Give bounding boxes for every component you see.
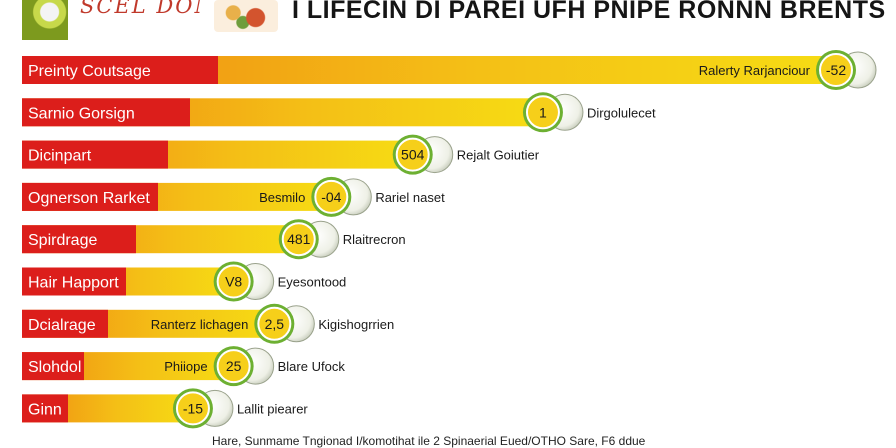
bar-label-box	[22, 225, 136, 254]
bars-layer: Preinty Coutsage Ralerty Rarjanciour -52 Sa…	[22, 50, 877, 429]
bar-label-box	[22, 182, 158, 211]
right-label: Rejalt Goiutier	[457, 148, 540, 163]
marker-circle	[281, 222, 316, 257]
value-label: -15	[183, 400, 203, 416]
bar-row: Dcialrage Ranterz lichagen 2,5 Kigishogrrie…	[22, 303, 394, 344]
bar-row: Spirdrage 481 Rlaitrecron	[22, 219, 406, 260]
right-label: Rariel naset	[375, 190, 445, 205]
marker-circle	[314, 179, 349, 214]
bar-row: Ginn -15 Lallit piearer	[22, 388, 308, 429]
category-label: Ognerson Rarket	[28, 190, 150, 207]
bar-row: Preinty Coutsage Ralerty Rarjanciour -52	[22, 50, 877, 90]
bar-row: Ognerson Rarket Besmilo -04 Rariel naset	[22, 176, 445, 217]
marker-circle	[395, 137, 430, 172]
right-label: Eyesontood	[278, 275, 347, 290]
bar-label-box	[22, 267, 126, 296]
category-label: Preinty Coutsage	[28, 63, 151, 80]
bar-label-box	[22, 98, 190, 127]
category-label: Dcialrage	[28, 317, 96, 334]
header-image-left	[22, 0, 68, 40]
marker-circle	[819, 53, 853, 87]
footnote: Hare, Sunmame Tngionad I/komotihat ile 2…	[212, 434, 646, 448]
marker-circle	[257, 306, 292, 341]
bar-label-box	[22, 56, 218, 84]
value-label: -52	[826, 62, 846, 78]
right-label: Kigishogrrien	[318, 317, 394, 332]
bar-row: Dicinpart 504 Rejalt Goiutier	[22, 134, 540, 175]
right-label: Dirgolulecet	[587, 105, 656, 120]
marker-circle	[175, 391, 210, 426]
right-label: Lallit piearer	[237, 401, 308, 416]
value-label: 25	[226, 358, 242, 374]
inner-label: Ranterz lichagen	[151, 317, 249, 332]
category-label: Slohdol	[28, 359, 81, 376]
value-label: 504	[401, 147, 425, 163]
chart-header: SCEL DOM I LIFECIN DI PAREI UFH PNIPE RO…	[0, 0, 896, 42]
bar-label-box	[22, 140, 168, 169]
bar-label-box	[22, 394, 68, 423]
category-label: Ginn	[28, 401, 62, 418]
value-label: -04	[321, 189, 341, 205]
inner-label: Besmilo	[259, 190, 305, 205]
category-label: Dicinpart	[28, 148, 92, 165]
marker-circle	[525, 95, 560, 130]
value-label: 481	[287, 231, 311, 247]
value-label: 2,5	[265, 316, 285, 332]
inner-label: Phiiope	[164, 359, 207, 374]
category-label: Spirdrage	[28, 232, 97, 249]
right-label: Rlaitrecron	[343, 232, 406, 247]
bar-label-box	[22, 352, 84, 381]
chart-title: I LIFECIN DI PAREI UFH PNIPE RONNN BRENT…	[292, 0, 886, 24]
value-label: 1	[539, 104, 547, 120]
marker-circle	[216, 349, 251, 384]
category-label: Sarnio Gorsign	[28, 105, 135, 122]
brand-script-text: SCEL DOM	[80, 0, 200, 18]
bar-row: Sarnio Gorsign 1 Dirgolulecet	[22, 92, 656, 133]
header-image-right	[214, 0, 278, 32]
marker-circle	[216, 264, 251, 299]
bar-label-box	[22, 309, 108, 338]
bar-row: Hair Happort V8 Eyesontood	[22, 261, 347, 302]
bar-chart: Preinty Coutsage Ralerty Rarjanciour -52 Sa…	[22, 50, 877, 429]
category-label: Hair Happort	[28, 275, 119, 292]
bar-row: Slohdol Phiiope 25 Blare Ufock	[22, 346, 346, 387]
inner-label: Ralerty Rarjanciour	[699, 63, 811, 78]
right-label: Blare Ufock	[278, 359, 346, 374]
value-label: V8	[225, 274, 242, 290]
